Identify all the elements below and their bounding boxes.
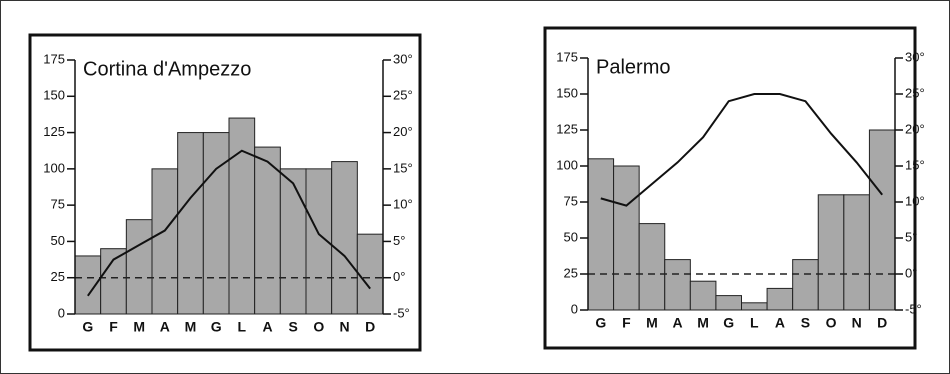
y2-tick-label: 20°	[905, 121, 925, 136]
bar	[638, 223, 666, 311]
y2-tick-label: 0°	[393, 269, 405, 284]
bar	[74, 255, 102, 315]
y-tick-label: 125	[43, 124, 65, 139]
chart-box	[543, 26, 917, 350]
y-tick-label: 50	[564, 229, 578, 244]
bar	[689, 280, 717, 311]
x-tick-label: G	[211, 319, 222, 335]
x-tick-label: D	[877, 315, 887, 331]
y-tick-label: 75	[564, 193, 578, 208]
bar	[817, 194, 845, 311]
y-tick-label: 0	[571, 301, 578, 316]
bar	[587, 158, 615, 311]
x-tick-label: O	[826, 315, 837, 331]
y2-tick-label: 30°	[393, 51, 413, 66]
chart-title: Cortina d'Ampezzo	[83, 58, 251, 80]
y-tick-label: 100	[556, 157, 578, 172]
bar	[151, 168, 179, 315]
bar	[254, 146, 281, 315]
x-tick-label: S	[801, 315, 810, 331]
bar	[715, 295, 743, 311]
x-tick-label: A	[672, 315, 682, 331]
temperature-line	[87, 149, 371, 297]
bar	[279, 168, 307, 315]
y-tick-label: 75	[51, 197, 65, 212]
x-tick-label: G	[82, 319, 93, 335]
bar	[843, 194, 870, 311]
y2-tick-label: 25°	[905, 85, 925, 100]
x-tick-label: F	[109, 319, 118, 335]
temperature-line	[600, 93, 883, 207]
y-tick-label: 175	[556, 49, 578, 64]
x-tick-label: G	[723, 315, 734, 331]
x-tick-label: M	[697, 315, 709, 331]
y2-tick-label: -5°	[393, 305, 410, 320]
x-tick-label: S	[288, 319, 297, 335]
bar	[664, 259, 691, 311]
x-tick-label: M	[646, 315, 658, 331]
y2-tick-label: 15°	[905, 157, 925, 172]
bar	[228, 117, 256, 315]
y2-tick-label: 15°	[393, 160, 413, 175]
y-tick-label: 100	[43, 160, 65, 175]
chart-title: Palermo	[596, 56, 670, 78]
x-tick-label: N	[852, 315, 862, 331]
bar	[331, 161, 358, 315]
x-tick-label: L	[750, 315, 759, 331]
bar	[766, 287, 794, 311]
y-tick-label: 0	[58, 305, 65, 320]
bar	[177, 132, 204, 315]
y2-tick-label: 5°	[905, 229, 917, 244]
bar	[868, 129, 896, 311]
x-tick-label: A	[262, 319, 272, 335]
y-tick-label: 175	[43, 51, 65, 66]
y-tick-label: 125	[556, 121, 578, 136]
bar	[356, 233, 384, 315]
bar	[613, 165, 640, 311]
y2-tick-label: 25°	[393, 88, 413, 103]
x-tick-label: O	[313, 319, 324, 335]
bar	[741, 302, 768, 311]
y2-tick-label: 5°	[393, 233, 405, 248]
x-tick-label: G	[595, 315, 606, 331]
x-tick-label: L	[238, 319, 247, 335]
y-tick-label: 150	[556, 85, 578, 100]
x-tick-label: N	[339, 319, 349, 335]
y2-tick-label: 20°	[393, 124, 413, 139]
y-tick-label: 150	[43, 88, 65, 103]
y2-tick-label: 10°	[393, 197, 413, 212]
y-tick-label: 25	[564, 265, 578, 280]
x-tick-label: A	[160, 319, 170, 335]
x-tick-label: M	[185, 319, 197, 335]
y-tick-label: 50	[51, 233, 65, 248]
bar	[202, 132, 230, 315]
x-tick-label: D	[365, 319, 375, 335]
y2-tick-label: -5°	[905, 301, 922, 316]
y2-tick-label: 10°	[905, 193, 925, 208]
bar	[125, 219, 153, 315]
y-tick-label: 25	[51, 269, 65, 284]
x-tick-label: M	[133, 319, 145, 335]
x-tick-label: F	[622, 315, 631, 331]
y2-tick-label: 0°	[905, 265, 917, 280]
x-tick-label: A	[775, 315, 785, 331]
y2-tick-label: 30°	[905, 49, 925, 64]
bar	[792, 259, 819, 311]
chart-box	[28, 33, 422, 352]
